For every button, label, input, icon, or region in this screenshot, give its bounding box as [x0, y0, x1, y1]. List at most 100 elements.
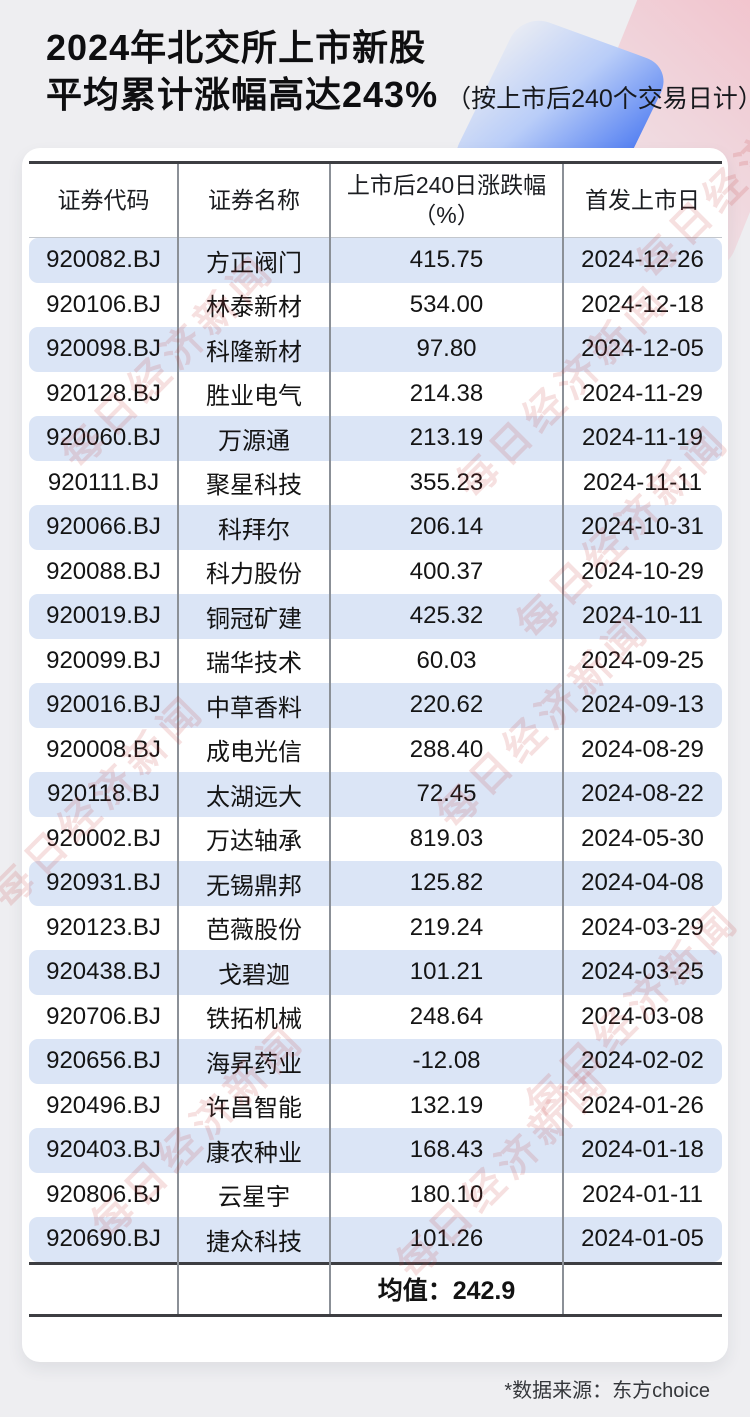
cell-date: 2024-09-13	[581, 691, 704, 719]
cell-date: 2024-01-18	[581, 1136, 704, 1164]
cell-change: 101.21	[409, 958, 484, 986]
table-row: 920066.BJ 科拜尔 206.14 2024-10-31	[29, 505, 722, 550]
cell-change: 206.14	[409, 513, 484, 541]
cell-code: 920496.BJ	[46, 1091, 161, 1119]
cell-change: 534.00	[409, 290, 484, 318]
cell-date: 2024-10-11	[582, 602, 703, 630]
table-row: 920438.BJ 戈碧迦 101.21 2024-03-25	[29, 950, 722, 995]
cell-name: 聚星科技	[206, 472, 302, 500]
cell-name: 万达轴承	[206, 828, 302, 856]
table-row: 920019.BJ 铜冠矿建 425.32 2024-10-11	[29, 594, 722, 639]
table-row: 920806.BJ 云星宇 180.10 2024-01-11	[29, 1173, 722, 1218]
data-table: 证券代码 证券名称 上市后240日涨跌幅 （%） 首发上市日 920082.BJ…	[29, 161, 722, 1317]
cell-name: 胜业电气	[206, 383, 302, 411]
cell-code: 920706.BJ	[46, 1002, 161, 1030]
cell-change: 72.45	[416, 780, 477, 808]
cell-change: 819.03	[409, 824, 484, 852]
cell-name: 太湖远大	[206, 783, 302, 811]
cell-name: 科隆新材	[206, 338, 302, 366]
cell-date: 2024-05-30	[581, 824, 704, 852]
cell-date: 2024-03-08	[581, 1002, 704, 1030]
cell-change: 425.32	[409, 602, 484, 630]
cell-name: 康农种业	[206, 1139, 302, 1167]
cell-change: 400.37	[409, 557, 484, 585]
cell-code: 920128.BJ	[46, 379, 161, 407]
cell-date: 2024-11-19	[582, 424, 703, 452]
cell-code: 920690.BJ	[46, 1225, 161, 1253]
table-row: 920128.BJ 胜业电气 214.38 2024-11-29	[29, 372, 722, 417]
cell-code: 920106.BJ	[46, 290, 161, 318]
cell-code: 920019.BJ	[46, 602, 161, 630]
table-row: 920016.BJ 中草香料 220.62 2024-09-13	[29, 683, 722, 728]
cell-date: 2024-01-05	[581, 1225, 704, 1253]
cell-name: 林泰新材	[206, 294, 302, 322]
cell-change: 214.38	[409, 379, 484, 407]
cell-name: 捷众科技	[206, 1228, 302, 1256]
cell-date: 2024-11-29	[582, 379, 703, 407]
title-line-2-text: 平均累计涨幅高达243%	[46, 74, 439, 115]
cell-code: 920123.BJ	[46, 913, 161, 941]
cell-date: 2024-08-22	[581, 780, 704, 808]
cell-name: 科力股份	[206, 561, 302, 589]
title-line-1: 2024年北交所上市新股	[46, 27, 427, 68]
cell-date: 2024-01-11	[582, 1180, 703, 1208]
cell-change: 125.82	[409, 869, 484, 897]
cell-name: 中草香料	[206, 694, 302, 722]
data-source-note: *数据来源：东方choice	[504, 1380, 710, 1402]
cell-code: 920118.BJ	[47, 780, 160, 808]
cell-date: 2024-10-31	[581, 513, 704, 541]
cell-code: 920099.BJ	[46, 646, 161, 674]
cell-date: 2024-02-02	[581, 1047, 704, 1075]
cell-name: 铁拓机械	[206, 1006, 302, 1034]
cell-code: 920082.BJ	[46, 246, 161, 274]
table-row: 920656.BJ 海昇药业 -12.08 2024-02-02	[29, 1039, 722, 1084]
cell-change: 97.80	[416, 335, 477, 363]
cell-name: 瑞华技术	[206, 650, 302, 678]
table-row: 920008.BJ 成电光信 288.40 2024-08-29	[29, 728, 722, 773]
cell-name: 科拜尔	[218, 516, 290, 544]
cell-date: 2024-04-08	[581, 869, 704, 897]
cell-name: 方正阀门	[206, 249, 302, 277]
cell-name: 海昇药业	[206, 1050, 302, 1078]
cell-name: 芭薇股份	[206, 917, 302, 945]
cell-date: 2024-09-25	[581, 646, 704, 674]
cell-date: 2024-03-29	[581, 913, 704, 941]
column-separator	[562, 164, 564, 1314]
header-cell-change: 上市后240日涨跌幅 （%）	[330, 171, 563, 231]
header-change-line2: （%）	[413, 201, 480, 228]
title-suffix: （按上市后240个交易日计）	[446, 85, 750, 113]
cell-change: 60.03	[416, 646, 477, 674]
cell-date: 2024-03-25	[581, 958, 704, 986]
cell-code: 920438.BJ	[46, 958, 161, 986]
cell-change: 213.19	[409, 424, 484, 452]
table-body: 920082.BJ 方正阀门 415.75 2024-12-26 920106.BJ 林泰…	[29, 238, 722, 1262]
cell-code: 920066.BJ	[46, 513, 161, 541]
cell-name: 成电光信	[206, 739, 302, 767]
cell-date: 2024-10-29	[581, 557, 704, 585]
cell-name: 云星宇	[218, 1184, 290, 1212]
cell-name: 万源通	[218, 427, 290, 455]
column-separator	[177, 164, 179, 1314]
table-row: 920118.BJ 太湖远大 72.45 2024-08-22	[29, 772, 722, 817]
column-separator	[329, 164, 331, 1314]
cell-name: 无锡鼎邦	[206, 872, 302, 900]
table-row: 920098.BJ 科隆新材 97.80 2024-12-05	[29, 327, 722, 372]
header-cell-code: 证券代码	[57, 186, 150, 213]
page-title: 2024年北交所上市新股 平均累计涨幅高达243% （按上市后240个交易日计）	[46, 24, 750, 123]
header-cell-name: 证券名称	[208, 186, 300, 213]
table-row: 920106.BJ 林泰新材 534.00 2024-12-18	[29, 283, 722, 328]
table-header-row: 证券代码 证券名称 上市后240日涨跌幅 （%） 首发上市日	[29, 164, 722, 238]
table-row: 920690.BJ 捷众科技 101.26 2024-01-05	[29, 1217, 722, 1262]
cell-change: -12.08	[412, 1047, 481, 1075]
table-card: 证券代码 证券名称 上市后240日涨跌幅 （%） 首发上市日 920082.BJ…	[22, 148, 728, 1362]
table-row: 920931.BJ 无锡鼎邦 125.82 2024-04-08	[29, 861, 722, 906]
summary-row: 均值：242.9	[29, 1261, 722, 1314]
cell-code: 920088.BJ	[46, 557, 161, 585]
cell-name: 许昌智能	[206, 1095, 302, 1123]
cell-code: 920008.BJ	[46, 735, 161, 763]
cell-name: 铜冠矿建	[206, 605, 302, 633]
cell-date: 2024-12-26	[581, 246, 704, 274]
cell-change: 415.75	[409, 246, 484, 274]
table-row: 920706.BJ 铁拓机械 248.64 2024-03-08	[29, 995, 722, 1040]
cell-change: 220.62	[409, 691, 484, 719]
